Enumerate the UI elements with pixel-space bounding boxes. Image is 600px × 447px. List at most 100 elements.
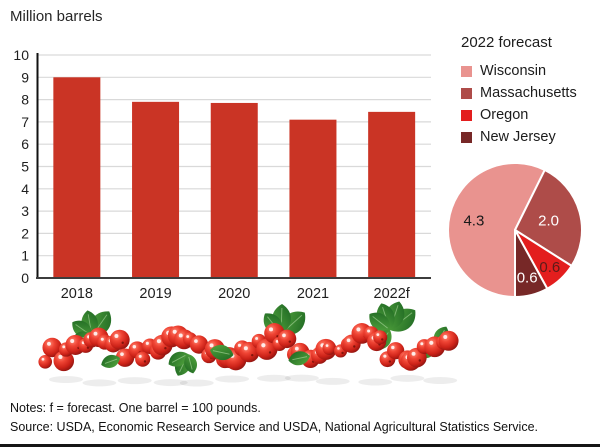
shadow: [423, 376, 458, 384]
berry-highlight: [58, 354, 63, 360]
berry-body: [438, 330, 459, 351]
legend-label: Massachusetts: [480, 85, 577, 101]
berry-calyx: [251, 353, 254, 357]
x-tick-label: 2018: [61, 286, 93, 302]
berry-highlight: [237, 343, 242, 347]
berry-highlight: [186, 335, 190, 338]
berry-highlight: [47, 341, 51, 346]
cranberry-garland-image: [38, 301, 459, 387]
pie-chart: 4.3 2.0 0.60.6: [447, 162, 583, 298]
legend-swatch-oregon: [461, 109, 472, 121]
berry-highlight: [391, 345, 395, 350]
berry-calyx: [288, 340, 292, 343]
berry-calyx: [418, 359, 421, 362]
pie-value-label: 0.6: [517, 269, 538, 286]
x-tick-label: 2022f: [374, 286, 411, 302]
berry-highlight: [209, 343, 214, 348]
berry-highlight: [178, 333, 183, 338]
shadow: [153, 379, 188, 387]
berry-highlight: [356, 327, 361, 332]
berry-highlight: [243, 346, 248, 351]
leaf-vein: [292, 356, 308, 361]
leaf: [101, 354, 120, 368]
shadow: [48, 375, 83, 383]
berry-calyx: [381, 338, 384, 341]
berry-body: [322, 341, 337, 355]
shadow: [117, 377, 152, 385]
berry-highlight: [411, 351, 416, 356]
berry-highlight: [194, 339, 198, 343]
berry-highlight: [282, 333, 286, 338]
leaf: [168, 351, 188, 367]
leaf: [184, 354, 198, 374]
pie-slice-new-jersey: [514, 229, 549, 298]
shadow: [82, 379, 117, 387]
berry-highlight: [70, 339, 75, 344]
berry-highlight: [62, 345, 66, 349]
notes-text: Notes: f = forecast. One barrel = 100 po…: [10, 401, 261, 415]
shadow: [284, 374, 319, 382]
bar-chart: 0 1 2 3 4 5 6 7 8 9 10 2018 2019 2020 2021 2022f: [13, 47, 431, 302]
shadow: [256, 374, 291, 382]
cranberry: [322, 341, 337, 355]
berry-body: [42, 337, 62, 358]
leaf-vein: [372, 316, 388, 329]
leaf-vein: [104, 358, 118, 364]
shadow: [315, 377, 350, 385]
y-tick-label: 0: [21, 270, 29, 286]
berry-highlight: [275, 339, 279, 343]
legend-label: New Jersey: [480, 129, 556, 145]
berry-highlight: [429, 340, 434, 345]
pie-slice-massachusetts: [514, 168, 583, 267]
cranberry: [38, 354, 53, 369]
berry-highlight: [443, 334, 448, 339]
legend-item-massachusetts: Massachusetts: [461, 82, 596, 104]
bar-2018: [53, 77, 101, 278]
legend-item-new-jersey: New Jersey: [461, 126, 596, 148]
x-tick-label: 2021: [297, 286, 329, 302]
berry-body: [109, 329, 130, 350]
shadow: [215, 375, 250, 383]
y-tick-label: 6: [21, 136, 29, 152]
pie-value-label: 2.0: [538, 213, 559, 230]
y-tick-label: 1: [21, 248, 29, 264]
source-text: Source: USDA, Economic Research Service …: [10, 420, 538, 434]
berry-highlight: [255, 336, 259, 340]
legend-item-wisconsin: Wisconsin: [461, 60, 596, 82]
berry-calyx: [353, 345, 356, 348]
y-tick-label: 8: [21, 92, 29, 108]
cranberry: [189, 335, 209, 354]
shadow: [390, 374, 425, 382]
berry-highlight: [383, 354, 387, 358]
berry-body: [373, 330, 388, 345]
berry-highlight: [93, 331, 98, 336]
pie-value-label: 0.6: [539, 259, 560, 276]
berry-body: [239, 341, 260, 363]
pie-value-label: 4.3: [463, 212, 484, 229]
berry-body: [135, 351, 151, 367]
berry-calyx: [121, 341, 124, 344]
berry-calyx: [388, 360, 392, 363]
shadow: [358, 378, 393, 386]
leaf: [288, 351, 310, 366]
y-tick-label: 9: [21, 69, 29, 85]
y-tick-label: 10: [13, 47, 29, 63]
berry-highlight: [376, 333, 380, 337]
legend-swatch-new-jersey: [461, 131, 472, 143]
berry-body: [277, 329, 297, 349]
bar-2019: [132, 101, 180, 278]
pie-legend: 2022 forecast Wisconsin Massachusetts Or…: [461, 34, 596, 148]
berry-highlight: [261, 343, 266, 348]
berry-highlight: [145, 341, 149, 345]
y-tick-label: 7: [21, 114, 29, 130]
leaf: [369, 312, 391, 332]
legend-label: Wisconsin: [480, 63, 547, 79]
leaf-vein: [212, 350, 230, 355]
berry-highlight: [346, 338, 351, 343]
leaf: [210, 344, 234, 361]
cranberry: [277, 329, 297, 349]
berry-body: [38, 354, 53, 369]
berry-highlight: [367, 329, 371, 333]
